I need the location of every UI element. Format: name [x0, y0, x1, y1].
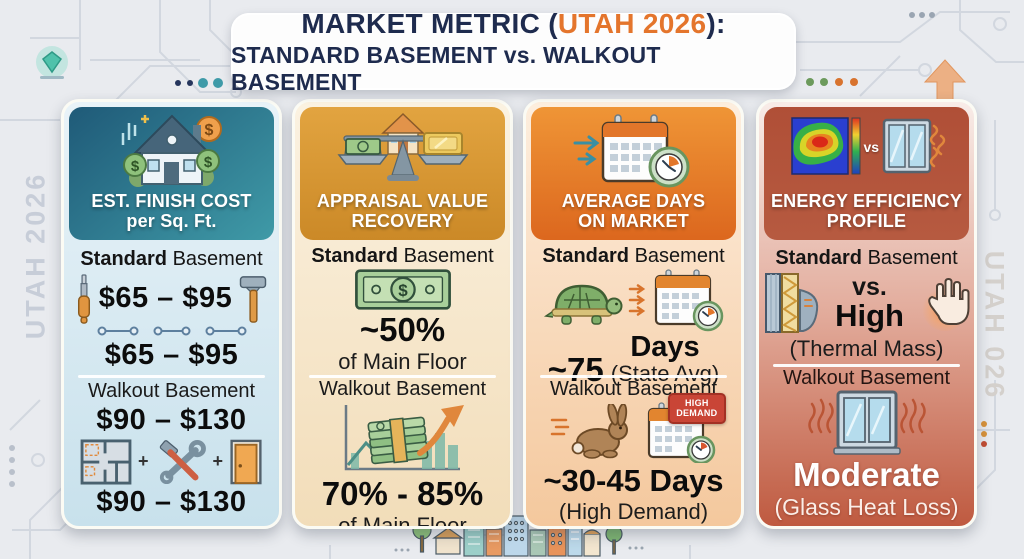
standard-days-value-block: ~75 Days (State Avg) — [548, 332, 719, 386]
vs-text: vs. — [852, 272, 887, 301]
finish-cost-title-line1: EST. FINISH COST — [91, 191, 252, 211]
energy-header: vs ENERGY EFFICIENCY PROFILE — [764, 107, 969, 240]
walkout-days-value: ~30-45 Days — [543, 463, 724, 498]
section-divider — [539, 375, 728, 378]
speed-arrows-icon — [628, 284, 645, 316]
warm-hand-icon — [921, 277, 970, 331]
standard-energy-caption: (Thermal Mass) — [789, 336, 944, 361]
insulation-wall-icon — [765, 273, 819, 333]
column-appraisal-value: APPRAISAL VALUE RECOVERY Standard Baseme… — [292, 99, 513, 529]
plus-sign: + — [137, 451, 149, 472]
standard-days-caption: (State Avg) — [610, 361, 720, 387]
finish-cost-header: $ $ $ EST. FINISH COST per Sq. — [69, 107, 274, 240]
energy-title-line1: ENERGY EFFICIENCY — [770, 191, 963, 211]
walkout-recovery-caption: of Main Floor — [338, 513, 467, 529]
energy-title: ENERGY EFFICIENCY PROFILE — [771, 191, 962, 231]
standard-energy-value: High — [835, 297, 904, 333]
dot-accents — [9, 12, 987, 487]
days-title-line1: AVERAGE DAYS — [561, 191, 706, 211]
svg-text:$: $ — [203, 154, 212, 171]
standard-days-value: ~75 — [547, 350, 604, 388]
calendar-clock-small-icon — [654, 269, 723, 332]
standard-recovery-value: ~50% — [359, 311, 446, 348]
right-watermark: UTAH 026 — [979, 250, 1010, 401]
turtle-icon — [543, 284, 622, 325]
door-icon — [230, 439, 262, 485]
standard-cost-value-repeat: $65 – $95 — [104, 339, 239, 372]
house-dollar-icon: $ $ $ — [111, 107, 233, 191]
rabbit-icon — [550, 404, 628, 459]
dotted-connector — [97, 326, 246, 336]
section-divider — [772, 364, 961, 367]
walkout-recovery-value: 70% - 85% — [321, 475, 484, 512]
appraisal-standard-section: Standard Basement $ ~50% of Main Floor — [295, 245, 510, 375]
window-heat-icon — [807, 390, 926, 455]
standard-basement-label: Standard Basement — [775, 247, 958, 269]
days-title-line2: ON MARKET — [578, 211, 689, 232]
title-line1-prefix: MARKET METRIC ( — [301, 7, 558, 39]
standard-cost-value: $65 – $95 — [98, 282, 233, 315]
energy-walkout-section: Walkout Basement Mo — [759, 367, 974, 526]
high-demand-badge: HIGH DEMAND — [668, 393, 726, 424]
svg-text:$: $ — [130, 158, 139, 175]
standard-basement-label: Standard Basement — [542, 245, 725, 267]
standard-days-word: Days — [630, 331, 700, 363]
appraisal-title-line2: RECOVERY — [351, 211, 454, 232]
title-line1: MARKET METRIC (UTAH 2026): — [301, 8, 725, 40]
appraisal-header: APPRAISAL VALUE RECOVERY — [300, 107, 505, 240]
left-watermark: UTAH 2026 — [20, 171, 51, 340]
title-line1-suffix: ): — [706, 7, 726, 39]
energy-standard-section: Standard Basement vs. High — [759, 245, 974, 364]
vs-label: vs — [863, 139, 880, 155]
section-divider — [77, 375, 266, 378]
days-header: AVERAGE DAYS ON MARKET — [531, 107, 736, 240]
walkout-cost-value-repeat: $90 – $130 — [96, 486, 247, 519]
thermal-vs-window-icon: vs — [786, 107, 948, 191]
money-growth-icon — [344, 405, 464, 471]
energy-title-line2: PROFILE — [826, 211, 907, 232]
walkout-basement-label: Walkout Basement — [782, 367, 951, 389]
finish-cost-title-line2: per Sq. Ft. — [126, 211, 217, 232]
floorplan-icon — [80, 439, 132, 485]
section-divider — [308, 375, 497, 378]
hammer-icon — [240, 275, 267, 323]
gem-icon — [36, 46, 68, 79]
screwdriver-icon — [77, 273, 90, 324]
city-skyline-illustration — [394, 515, 644, 557]
days-walkout-section: Walkout Basement — [526, 378, 741, 526]
standard-basement-label: Standard Basement — [311, 245, 494, 267]
balance-scale-icon — [331, 107, 475, 191]
title-line2: STANDARD BASEMENT vs. WALKOUT BASEMENT — [231, 41, 661, 95]
plus-sign: + — [212, 451, 224, 472]
hammer-wrench-icon — [159, 439, 206, 484]
finish-cost-standard-section: Standard Basement $65 – $95 — [64, 245, 279, 375]
finish-cost-walkout-section: Walkout Basement $90 – $130 + — [64, 378, 279, 526]
days-standard-section: Standard Basement — [526, 245, 741, 386]
column-energy-efficiency: vs ENERGY EFFICIENCY PROFILE Standard Ba… — [756, 99, 977, 529]
standard-energy-value-block: vs. High — [835, 272, 904, 333]
walkout-basement-label: Walkout Basement — [87, 379, 256, 402]
finish-cost-title: EST. FINISH COST per Sq. Ft. — [91, 191, 251, 231]
appraisal-walkout-section: Walkout Basement — [295, 378, 510, 529]
walkout-energy-caption: (Glass Heat Loss) — [774, 494, 959, 520]
walkout-basement-label: Walkout Basement — [318, 378, 487, 400]
appraisal-title-line1: APPRAISAL VALUE — [316, 191, 489, 211]
title-card: MARKET METRIC (UTAH 2026): STANDARD BASE… — [231, 8, 796, 95]
standard-basement-label: Standard Basement — [80, 247, 263, 270]
walkout-days-caption: (High Demand) — [558, 499, 709, 524]
column-days-on-market: AVERAGE DAYS ON MARKET Standard Basement — [523, 99, 744, 529]
walkout-energy-value: Moderate — [793, 456, 940, 493]
banknote-icon: $ — [354, 269, 451, 310]
appraisal-title: APPRAISAL VALUE RECOVERY — [317, 191, 488, 231]
walkout-cost-value: $90 – $130 — [96, 404, 247, 437]
svg-text:$: $ — [398, 281, 408, 300]
days-title: AVERAGE DAYS ON MARKET — [562, 191, 705, 231]
svg-text:$: $ — [204, 122, 213, 139]
column-finish-cost: $ $ $ EST. FINISH COST per Sq. — [61, 99, 282, 529]
standard-recovery-caption: of Main Floor — [338, 349, 467, 374]
title-line1-highlight: UTAH 2026 — [557, 7, 707, 39]
calendar-clock-icon — [569, 107, 699, 191]
